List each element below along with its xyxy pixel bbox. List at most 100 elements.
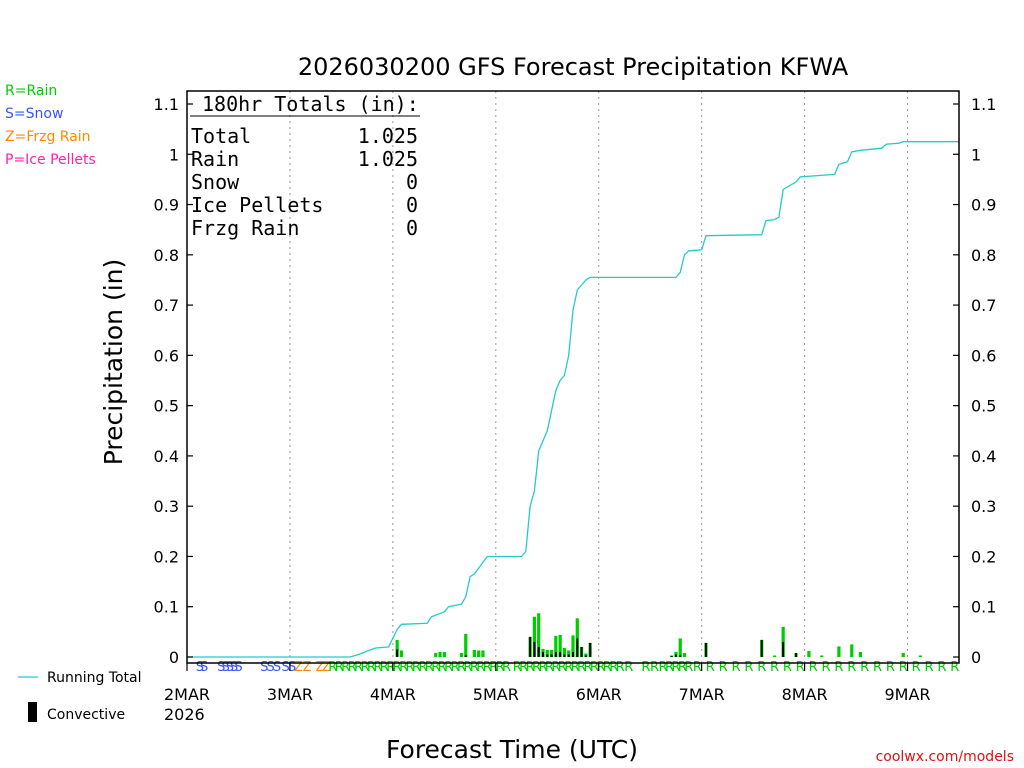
y-tick-label: 0 [169, 648, 179, 667]
ptype-marker: R [538, 660, 547, 675]
precip-bar [481, 650, 485, 657]
convective-bar [554, 651, 557, 657]
ptype-marker: Z [316, 660, 325, 675]
x-tick-label: 9MAR [885, 685, 931, 704]
ptype-marker: R [834, 660, 843, 675]
ptype-marker: R [502, 660, 511, 675]
ptype-marker: R [659, 660, 668, 675]
totals-row-value: 0 [406, 193, 418, 217]
convective-bar [537, 646, 540, 657]
ptype-marker: R [341, 660, 350, 675]
type-legend-entry: P=Ice Pellets [5, 152, 96, 168]
totals-row-value: 1.025 [358, 124, 418, 148]
ptype-marker: R [564, 660, 573, 675]
totals-row-value: 1.025 [358, 147, 418, 171]
ptype-marker: R [671, 660, 680, 675]
ptype-marker: R [912, 660, 921, 675]
ptype-marker: R [822, 660, 831, 675]
ptype-marker: R [678, 660, 687, 675]
x-axis-label: Forecast Time (UTC) [386, 735, 638, 764]
ptype-marker: R [950, 660, 959, 675]
y-tick-label-right: 0.8 [971, 246, 996, 265]
x-tick-label: 8MAR [782, 685, 828, 704]
ptype-marker: R [373, 660, 382, 675]
precip-bar [571, 635, 575, 657]
convective-bar [464, 655, 467, 657]
y-tick-label-right: 0 [971, 648, 981, 667]
convective-legend-label: Convective [47, 707, 125, 723]
ptype-marker: R [616, 660, 625, 675]
totals-row-label: Rain [191, 147, 239, 171]
ptype-marker: R [425, 660, 434, 675]
precip-bar [399, 650, 404, 657]
precip-bar [837, 646, 841, 657]
totals-row-value: 0 [406, 170, 418, 194]
precip-bar [537, 613, 541, 657]
precip-bar [554, 635, 558, 657]
x-tick-label: 7MAR [679, 685, 725, 704]
ptype-marker: R [431, 660, 440, 675]
precip-bar [682, 652, 687, 657]
precip-bar [858, 651, 862, 657]
ptype-marker: R [873, 660, 882, 675]
precip-bar [820, 655, 824, 657]
ptype-marker: R [545, 660, 554, 675]
running-total-legend-label: Running Total [47, 670, 142, 686]
ptype-marker: S [234, 660, 242, 675]
totals-row-label: Snow [191, 170, 240, 194]
ptype-marker: R [924, 660, 933, 675]
convective-bar [542, 651, 544, 657]
plot-frame [186, 90, 960, 664]
y-tick-label: 0.5 [154, 397, 179, 416]
y-tick-label: 0.6 [154, 346, 179, 365]
convective-bar [704, 642, 707, 657]
y-tick-label-right: 0.2 [971, 547, 996, 566]
ptype-marker: Z [303, 660, 312, 675]
y-tick-label-right: 0.9 [971, 196, 996, 215]
ptype-marker: R [783, 660, 792, 675]
convective-bar [529, 636, 532, 657]
ptype-marker: S [288, 660, 296, 675]
ptype-marker: R [438, 660, 447, 675]
precip-type-legend: R=Rain S=Snow Z=Frzg Rain P=Ice Pellets [5, 83, 96, 168]
ptype-marker: R [719, 660, 728, 675]
precip-bar [901, 652, 905, 657]
convective-bar [584, 655, 587, 657]
credit-text: coolwx.com/models [876, 749, 1014, 765]
ptype-marker: Z [322, 660, 331, 675]
y-tick-label: 0.4 [154, 447, 179, 466]
type-legend-entry: Z=Frzg Rain [5, 129, 91, 145]
convective-bar [559, 651, 562, 657]
ptype-marker: R [571, 660, 580, 675]
ptype-marker: R [393, 660, 402, 675]
ptype-marker: R [457, 660, 466, 675]
ptype-marker: R [641, 660, 650, 675]
precip-bar [678, 638, 682, 657]
ptype-marker: R [590, 660, 599, 675]
precip-bar [918, 655, 923, 657]
ptype-marker: S [273, 660, 281, 675]
ptype-marker: R [847, 660, 856, 675]
precip-bar [442, 651, 446, 657]
precip-bar [532, 616, 537, 657]
y-tick-label-right: 1 [971, 145, 981, 164]
convective-bar [679, 655, 682, 657]
convective-bar [670, 655, 673, 657]
precip-bar [562, 647, 567, 657]
ptype-marker: R [624, 660, 633, 675]
convective-bar [396, 649, 399, 657]
y-tick-label-right: 0.6 [971, 346, 996, 365]
ptype-marker: S [282, 660, 290, 675]
y-tick-label-right: 0.4 [971, 447, 996, 466]
convective-bar [563, 654, 566, 657]
ptype-marker: R [809, 660, 818, 675]
convective-swatch [28, 702, 37, 722]
running-total-line [187, 141, 959, 658]
ptype-marker: R [463, 660, 472, 675]
precip-bar [472, 649, 476, 657]
convective-bar [760, 639, 763, 657]
totals-header: 180hr Totals (in): [202, 92, 419, 116]
ptype-marker: S [217, 660, 225, 675]
x-tick-label: 2MAR [164, 685, 210, 704]
